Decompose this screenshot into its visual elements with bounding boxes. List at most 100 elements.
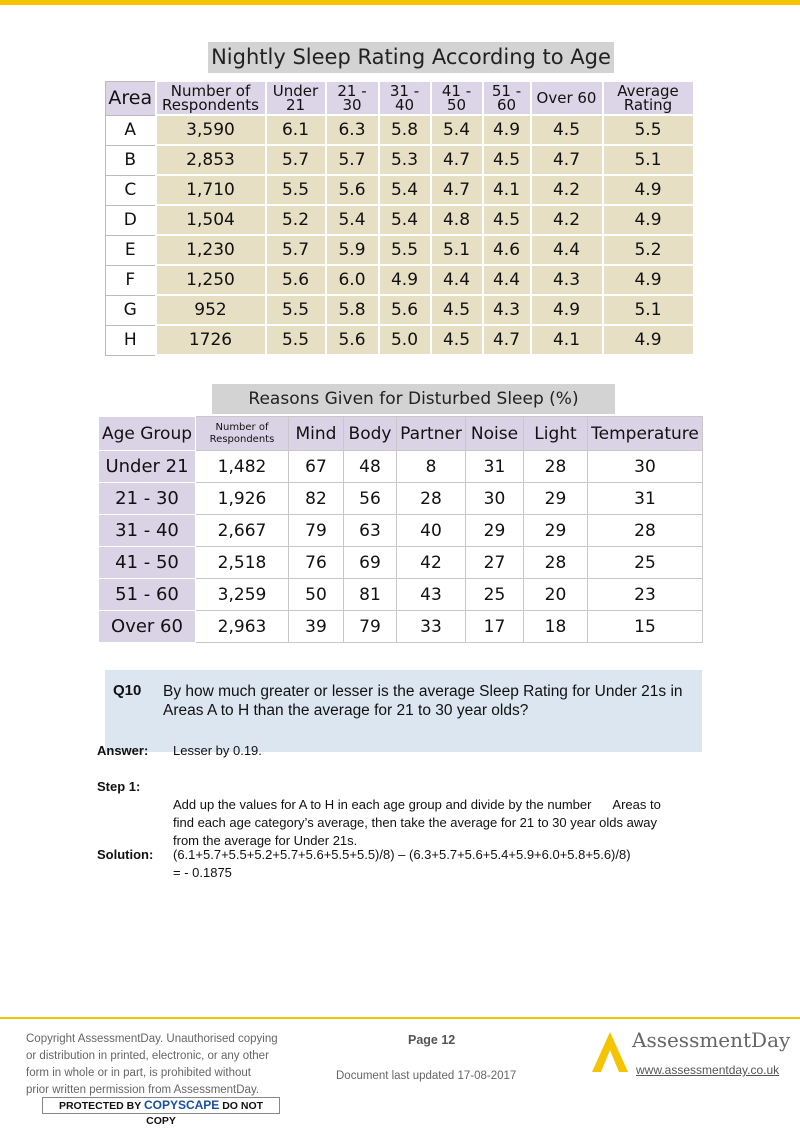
cell: 2,518 <box>195 546 289 579</box>
header-row: Area Number of Respondents Under 21 21 - 30… <box>105 80 695 116</box>
cell: B <box>105 144 156 176</box>
cell: 27 <box>465 546 524 579</box>
row: G 952 5.5 5.8 5.6 4.5 4.3 4.9 5.1 <box>105 294 695 326</box>
cell: 56 <box>343 482 397 515</box>
header-cell: 21 - 30 <box>324 80 380 116</box>
cell: 1,482 <box>195 450 289 483</box>
cell: 63 <box>343 514 397 547</box>
question-box: Q10 By how much greater or lesser is the… <box>105 670 702 752</box>
cell: 4.9 <box>601 174 695 206</box>
cell: 5.4 <box>429 114 484 146</box>
cell: 4.5 <box>529 114 604 146</box>
cell: 4.3 <box>529 264 604 296</box>
sleep-rating-table: Area Number of Respondents Under 21 21 - 30… <box>105 80 695 356</box>
header-cell: Age Group <box>98 416 196 451</box>
cell: 29 <box>523 514 588 547</box>
cell: 5.4 <box>377 174 432 206</box>
cell: 5.8 <box>377 114 432 146</box>
header-cell: Over 60 <box>529 80 604 116</box>
cell: 33 <box>396 610 466 643</box>
cell: 4.8 <box>429 204 484 236</box>
cell: 5.7 <box>324 144 380 176</box>
cell: 31 <box>465 450 524 483</box>
cell: 1,230 <box>154 234 267 266</box>
header-cell: Light <box>523 416 588 451</box>
cell: 5.5 <box>264 324 327 356</box>
cell: 21 - 30 <box>98 482 196 515</box>
cell: 1,926 <box>195 482 289 515</box>
copyscape-badge[interactable]: PROTECTED BY COPYSCAPE DO NOT COPY <box>42 1097 280 1127</box>
cell: 4.7 <box>429 144 484 176</box>
cell: 28 <box>523 546 588 579</box>
cell: 31 <box>587 482 703 515</box>
cell: 5.1 <box>601 294 695 326</box>
cell: 5.7 <box>264 234 327 266</box>
header-cell: Area <box>105 80 156 116</box>
row: C 1,710 5.5 5.6 5.4 4.7 4.1 4.2 4.9 <box>105 174 695 206</box>
solution-text: (6.1+5.7+5.5+5.2+5.7+5.6+5.5+5.5)/8) – (… <box>173 846 631 882</box>
cell: 5.6 <box>377 294 432 326</box>
question-number: Q10 <box>113 682 142 699</box>
row: B 2,853 5.7 5.7 5.3 4.7 4.5 4.7 5.1 <box>105 144 695 176</box>
cell: 4.4 <box>429 264 484 296</box>
cell: 1726 <box>154 324 267 356</box>
cell: 5.5 <box>264 294 327 326</box>
header-cell: Under 21 <box>264 80 327 116</box>
cell: 4.7 <box>529 144 604 176</box>
cell: 5.3 <box>377 144 432 176</box>
cell: 81 <box>343 578 397 611</box>
cell: 5.1 <box>429 234 484 266</box>
cell: Over 60 <box>98 610 196 643</box>
cell: 4.9 <box>601 264 695 296</box>
row: 41 - 50 2,518 76 69 42 27 28 25 <box>98 546 703 579</box>
text-line: (6.1+5.7+5.5+5.2+5.7+5.6+5.5+5.5)/8) – (… <box>173 847 631 862</box>
cell: 30 <box>465 482 524 515</box>
cell: 5.5 <box>377 234 432 266</box>
cell: 43 <box>396 578 466 611</box>
header-cell: 31 - 40 <box>377 80 432 116</box>
row: D 1,504 5.2 5.4 5.4 4.8 4.5 4.2 4.9 <box>105 204 695 236</box>
text-line: Add up the values for A to H in each age… <box>173 797 661 812</box>
cell: 4.1 <box>481 174 532 206</box>
header-cell: Noise <box>465 416 524 451</box>
cell: 28 <box>587 514 703 547</box>
cell: 3,590 <box>154 114 267 146</box>
cell: 67 <box>288 450 344 483</box>
disturbed-sleep-table: Age Group Number of Respondents Mind Body Pa… <box>98 416 703 643</box>
cell: 20 <box>523 578 588 611</box>
row: 21 - 30 1,926 82 56 28 30 29 31 <box>98 482 703 515</box>
cell: 4.9 <box>529 294 604 326</box>
cell: G <box>105 294 156 326</box>
cell: 4.7 <box>481 324 532 356</box>
header-cell: Partner <box>396 416 466 451</box>
cell: 82 <box>288 482 344 515</box>
cell: C <box>105 174 156 206</box>
header-cell: Mind <box>288 416 344 451</box>
cell: 8 <box>396 450 466 483</box>
url[interactable]: www.assessmentday.co.uk <box>636 1063 780 1077</box>
cell: 79 <box>288 514 344 547</box>
row: 31 - 40 2,667 79 63 40 29 29 28 <box>98 514 703 547</box>
cell: 50 <box>288 578 344 611</box>
cell: 4.1 <box>529 324 604 356</box>
cell: 40 <box>396 514 466 547</box>
solution-label: Solution: <box>97 847 154 862</box>
cell: 4.9 <box>481 114 532 146</box>
header-cell: Temperature <box>587 416 703 451</box>
cell: 69 <box>343 546 397 579</box>
cell: 6.3 <box>324 114 380 146</box>
question-text: By how much greater or lesser is the ave… <box>163 683 683 719</box>
header-cell: Body <box>343 416 397 451</box>
table-title: Nightly Sleep Rating According to Age <box>208 42 614 73</box>
cell: 4.4 <box>529 234 604 266</box>
text-line: from the average for Under 21s. <box>173 833 358 848</box>
cell: 15 <box>587 610 703 643</box>
row: A 3,590 6.1 6.3 5.8 5.4 4.9 4.5 5.5 <box>105 114 695 146</box>
cell: 5.5 <box>264 174 327 206</box>
header-cell: Number of Respondents <box>154 80 267 116</box>
row: Over 60 2,963 39 79 33 17 18 15 <box>98 610 703 643</box>
text-line: = - 0.1875 <box>173 865 232 880</box>
cell: 4.3 <box>481 294 532 326</box>
step-text: Add up the values for A to H in each age… <box>173 778 661 850</box>
cell: 5.6 <box>324 324 380 356</box>
